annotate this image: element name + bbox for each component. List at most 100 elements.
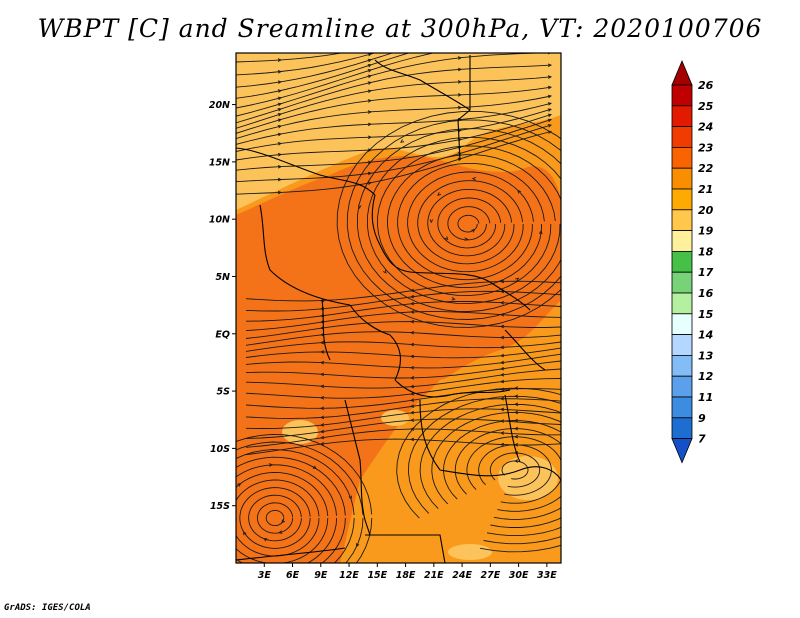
streamline-arrow (437, 192, 442, 196)
streamline (245, 408, 561, 429)
streamline-arrow (367, 135, 373, 140)
streamline-arrow (513, 410, 519, 415)
lat-label: 20N (209, 100, 230, 111)
streamline-arrow (451, 297, 456, 301)
colorbar-segment (671, 84, 693, 107)
streamline-arrow (499, 312, 505, 317)
streamline-vortex (236, 479, 320, 557)
colorbar-segment (671, 271, 693, 294)
streamline (245, 388, 561, 409)
streamline-vortex (346, 119, 561, 320)
streamline-arrow (457, 157, 462, 162)
streamline (245, 290, 561, 312)
streamline-arrow (319, 350, 325, 354)
streamline-vortex (236, 471, 329, 563)
lon-label: 21E (424, 570, 444, 581)
lon-label: 6E (286, 570, 300, 581)
streamline-arrow (471, 228, 476, 233)
streamline (466, 436, 561, 504)
streamline (245, 331, 561, 346)
streamline-arrow (269, 463, 274, 467)
streamline-arrow (499, 396, 505, 401)
streamline-arrow (367, 122, 373, 127)
streamline-vortex (239, 487, 311, 549)
streamline (396, 387, 561, 553)
streamline-arrow (513, 426, 519, 431)
colorbar-segment (671, 354, 693, 377)
streamline-arrow (409, 410, 415, 415)
lat-label: 10S (210, 444, 230, 455)
streamline (501, 460, 529, 480)
streamline-arrow (278, 530, 283, 534)
colorbar-label: 20 (698, 204, 714, 217)
colorbar-segment (671, 230, 693, 252)
colorbar-segment (671, 292, 693, 315)
streamline-arrow (409, 437, 415, 442)
axes: 20N 15N 10N 5N EQ 5S 10S 15S 3E 6E 9E 12E 15E 18E 21E 2… (209, 100, 557, 581)
streamline-arrow (513, 418, 519, 423)
streamline (431, 411, 561, 528)
streamline-arrow (499, 345, 505, 350)
streamline (236, 53, 344, 63)
streamline (236, 76, 552, 129)
lat-label: EQ (215, 329, 230, 340)
streamline-arrow (499, 353, 505, 358)
streamline-arrow (548, 14, 551, 17)
lon-label: 3E (258, 570, 272, 581)
streamline (236, 64, 552, 124)
streamline (236, 131, 552, 197)
streamline-arrow (277, 142, 283, 146)
streamline-vortex (366, 136, 561, 305)
streamline-arrow (277, 80, 283, 84)
streamline (489, 452, 541, 488)
grads-credit: GrADS: IGES/COLA (4, 603, 91, 613)
streamline-arrow (409, 294, 415, 299)
streamline-arrow (458, 31, 461, 34)
country-boundaries (236, 55, 561, 563)
streamline-arrow (547, 113, 552, 118)
streamline-arrow (277, 102, 282, 107)
streamline-vortex (248, 494, 302, 542)
streamline-arrow (499, 379, 505, 384)
streamline-arrow (367, 69, 372, 73)
streamline-arrow (367, 58, 372, 63)
streamline-arrow (499, 372, 505, 377)
streamline-arrow (319, 423, 325, 427)
streamline (236, 53, 550, 117)
colorbar-segment (671, 417, 693, 439)
streamline-arrow (319, 415, 325, 420)
colorbar-label: 17 (698, 266, 714, 279)
streamline-arrow (513, 459, 519, 463)
streamline-vortex (236, 441, 364, 563)
streamline-arrow (409, 418, 415, 422)
streamline-arrow (409, 365, 415, 370)
streamline-arrow (367, 110, 373, 114)
streamline-arrow (471, 177, 476, 181)
streamline-arrow (458, 47, 461, 50)
streamline (245, 280, 561, 302)
streamline-arrow (277, 96, 283, 101)
streamline (245, 300, 561, 322)
streamline (245, 360, 561, 379)
colorbar-label: 14 (698, 329, 713, 342)
streamline-arrow (513, 434, 519, 439)
streamline-vortex (236, 456, 346, 563)
streamline (236, 53, 411, 99)
streamline-arrow (409, 391, 415, 396)
streamline-arrow (319, 340, 325, 345)
streamline (236, 124, 552, 188)
streamline (245, 418, 561, 439)
colorbar-segment (671, 375, 693, 398)
streamline-arrow (277, 152, 283, 157)
lat-label: 5N (215, 272, 230, 283)
streamline (245, 438, 561, 456)
streamline-arrow (367, 99, 373, 103)
streamline-arrow (230, 511, 233, 514)
streamline-arrow (355, 543, 360, 548)
streamline-vortex (427, 188, 513, 257)
streamline-arrow (367, 171, 373, 176)
streamline-arrow (277, 107, 282, 112)
streamline-vortex (397, 162, 545, 281)
colorbar-bottom-arrow (671, 438, 693, 464)
streamline-vortex (356, 128, 561, 312)
